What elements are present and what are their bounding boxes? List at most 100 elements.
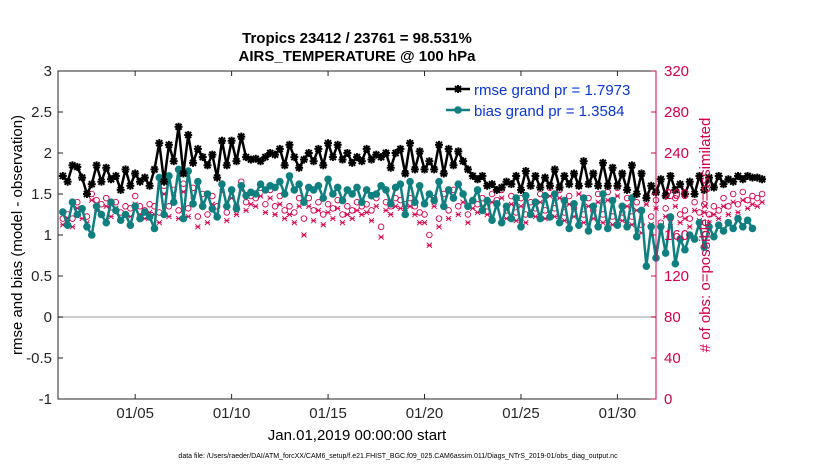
bias-point: [169, 198, 178, 206]
bias-point: [555, 218, 564, 227]
obs-assimilated-point: [272, 211, 278, 218]
obs-assimilated-point: [243, 207, 249, 214]
bias-point: [579, 194, 588, 202]
obs-possible-point: [672, 194, 679, 202]
bias-point: [59, 208, 67, 216]
rmse-point: [656, 175, 665, 184]
obs-possible-point: [739, 188, 747, 196]
rmse-point: [705, 173, 714, 182]
rmse-point: [58, 171, 67, 180]
obs-assimilated-point: [725, 211, 732, 218]
rmse-point: [685, 177, 694, 186]
rmse-point: [459, 157, 468, 166]
rmse-point: [324, 139, 333, 148]
rmse-point: [555, 183, 564, 192]
obs-assimilated-point: [310, 217, 317, 224]
obs-assimilated-point: [325, 209, 331, 216]
obs-assimilated-point: [305, 203, 312, 210]
obs-assimilated-point: [373, 203, 380, 210]
rmse-point: [516, 185, 525, 194]
bias-point: [179, 214, 188, 223]
rmse-point: [184, 130, 193, 139]
bias-point: [502, 202, 511, 211]
rmse-point: [319, 161, 328, 170]
obs-assimilated-point: [315, 207, 322, 214]
rmse-point: [410, 165, 419, 174]
obs-possible-point: [421, 211, 428, 218]
obs-assimilated-point: [431, 203, 437, 210]
y-left-tick-label: 2.5: [31, 104, 52, 121]
rmse-point: [179, 169, 188, 178]
x-tick-label: 01/25: [502, 405, 540, 422]
rmse-point: [463, 165, 472, 174]
y-right-tick-label: 240: [664, 145, 689, 162]
y-left-tick-label: 1.5: [31, 186, 52, 203]
bias-point: [584, 227, 593, 235]
obs-assimilated-point: [267, 195, 274, 201]
obs-possible-point: [710, 203, 718, 210]
obs-assimilated-point: [248, 201, 254, 208]
bias-point: [386, 200, 395, 208]
rmse-point: [488, 180, 497, 189]
bias-point: [748, 224, 757, 233]
obs-assimilated-point: [744, 205, 751, 212]
bias-point: [358, 198, 366, 206]
rmse-point: [63, 177, 72, 186]
plot-area: [58, 71, 656, 399]
rmse-point: [116, 185, 125, 194]
rmse-point: [507, 180, 516, 189]
bias-point: [189, 200, 197, 208]
obs-assimilated-point: [421, 219, 428, 226]
rmse-point: [618, 169, 627, 178]
rmse-point: [449, 161, 458, 170]
bias-point: [666, 213, 675, 221]
rmse-point: [295, 163, 304, 172]
obs-assimilated-point: [686, 223, 693, 230]
bias-point: [145, 213, 154, 221]
rmse-point: [299, 155, 308, 164]
obs-possible-point: [700, 200, 708, 208]
obs-assimilated-point: [277, 201, 283, 208]
bias-point: [517, 223, 525, 231]
obs-possible-point: [445, 207, 452, 214]
bias-point: [705, 223, 713, 231]
y-right-tick-label: 80: [664, 309, 681, 326]
legend-box: [441, 76, 651, 122]
bias-point: [160, 210, 168, 219]
y-left-tick-label: -1: [39, 391, 52, 408]
rmse-point: [160, 177, 169, 186]
rmse-point: [714, 171, 723, 180]
rmse-point: [594, 181, 603, 190]
obs-assimilated-point: [522, 219, 529, 226]
y-left-tick-label: 3: [44, 63, 52, 80]
bias-point: [141, 208, 149, 216]
bias-point: [526, 210, 535, 219]
bias-point: [112, 206, 120, 215]
rmse-point: [531, 171, 540, 180]
y-right-tick-label: 40: [664, 350, 681, 367]
rmse-point: [579, 157, 588, 166]
obs-assimilated-point: [339, 219, 346, 226]
obs-assimilated-point: [682, 215, 688, 222]
rmse-point: [680, 190, 689, 198]
bias-line: [61, 168, 754, 268]
bias-point: [329, 190, 337, 198]
rmse-point: [217, 136, 226, 145]
y-axis-right: 0 40 80 120 160 200 240 280 320: [651, 63, 689, 408]
rmse-point: [661, 191, 670, 200]
rmse-point: [671, 185, 680, 194]
obs-assimilated-point: [754, 203, 761, 210]
rmse-line: [61, 125, 763, 200]
bias-point: [121, 210, 130, 219]
rmse-point: [189, 158, 198, 167]
obs-assimilated-point: [730, 199, 736, 206]
obs-assimilated-point: [88, 197, 95, 203]
obs-possible-point: [426, 231, 433, 239]
rmse-point: [570, 169, 579, 178]
bias-point: [454, 180, 463, 188]
bias-point: [550, 190, 559, 198]
obs-possible-point: [647, 213, 655, 220]
bias-point: [92, 202, 101, 211]
bias-point: [613, 221, 622, 229]
obs-assimilated-point: [262, 209, 269, 216]
